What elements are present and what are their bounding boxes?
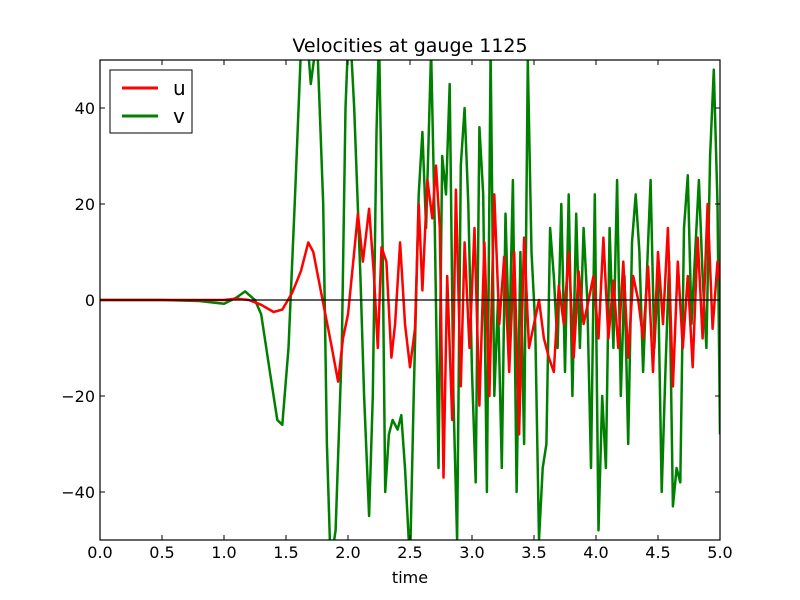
x-tick-label: 3.0: [459, 543, 484, 562]
x-tick-label: 4.5: [645, 543, 670, 562]
x-tick-label: 2.5: [397, 543, 422, 562]
y-tick-label: 20: [75, 195, 95, 214]
y-tick-label: 40: [75, 99, 95, 118]
series-line-u: [100, 164, 720, 479]
legend-label-u: u: [173, 76, 186, 100]
plot-frame: [99, 59, 721, 541]
x-tick-label: 0.5: [149, 543, 174, 562]
x-tick-label: 3.5: [521, 543, 546, 562]
x-tick-label: 4.0: [583, 543, 608, 562]
x-tick-label: 0.0: [87, 543, 112, 562]
x-tick-label: 1.5: [273, 543, 298, 562]
x-tick-label: 5.0: [707, 543, 732, 562]
legend: u v: [109, 69, 193, 134]
ticks-layer: 0.0 0.5 1.0 1.5 2.0 2.5 3.0 3.5 4.0 4.5 5.0 −40 −20 0…: [61, 60, 733, 562]
x-tick-label: 2.0: [335, 543, 360, 562]
legend-label-v: v: [173, 104, 185, 128]
chart-title: Velocities at gauge 1125: [292, 35, 527, 57]
y-tick-label: −20: [61, 387, 95, 406]
x-tick-label: 1.0: [211, 543, 236, 562]
x-axis-label: time: [392, 568, 428, 587]
y-tick-label: 0: [85, 291, 95, 310]
legend-box: [109, 69, 193, 134]
y-tick-label: −40: [61, 483, 95, 502]
series-layer: [100, 60, 720, 540]
